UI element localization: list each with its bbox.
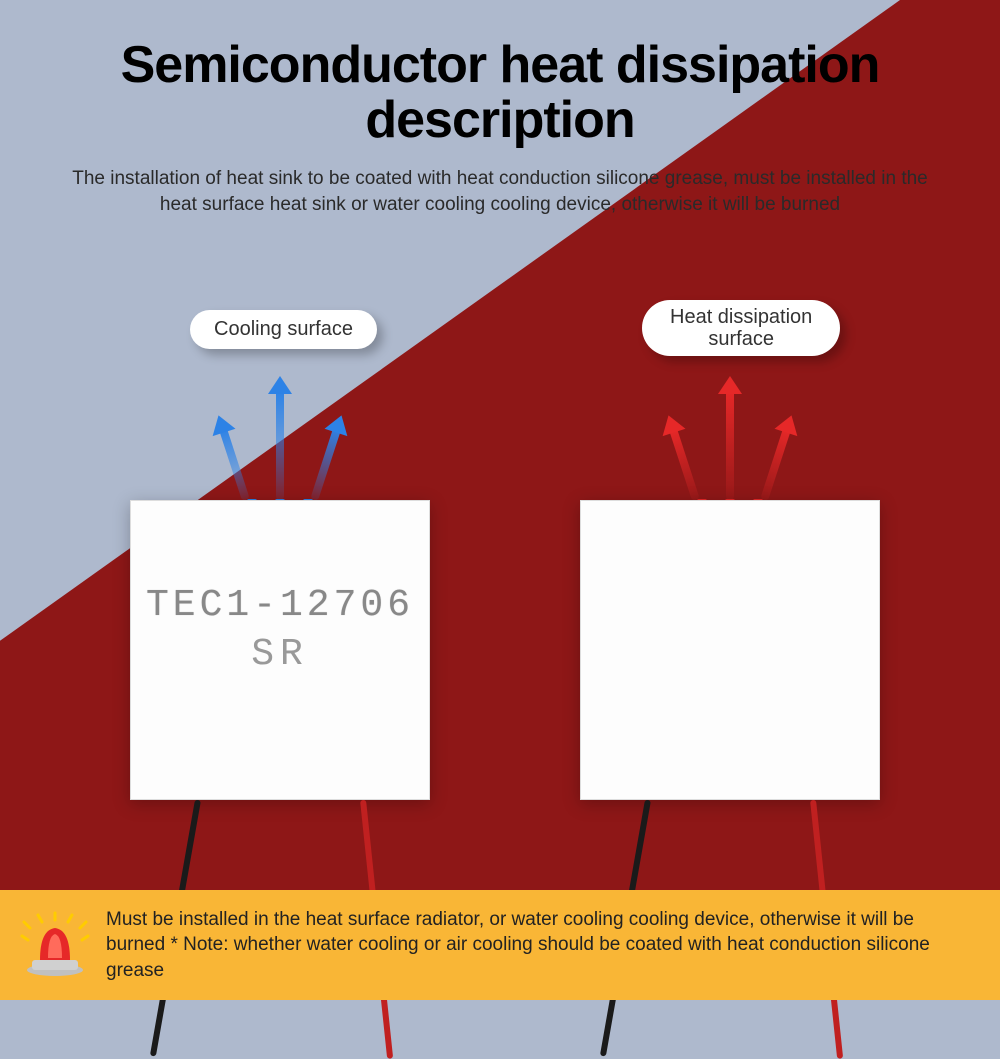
cold-arrows-icon bbox=[200, 370, 360, 500]
chip-brand: SR bbox=[251, 633, 309, 676]
hot-arrows-icon bbox=[650, 370, 810, 500]
alarm-icon bbox=[20, 910, 90, 980]
heat-dissipation-label: Heat dissipation surface bbox=[642, 300, 840, 356]
warning-bar: Must be installed in the heat surface ra… bbox=[0, 890, 1000, 1000]
peltier-chip-hot-side bbox=[580, 500, 880, 800]
title-line-1: Semiconductor heat dissipation bbox=[0, 38, 1000, 93]
chip-model: TEC1-12706 bbox=[146, 581, 414, 630]
peltier-chip-cold-side: TEC1-12706 SR bbox=[130, 500, 430, 800]
title-line-2: description bbox=[0, 93, 1000, 148]
cooling-surface-label: Cooling surface bbox=[190, 310, 377, 349]
chip-marking: TEC1-12706 SR bbox=[131, 581, 429, 680]
page-title: Semiconductor heat dissipation descripti… bbox=[0, 38, 1000, 147]
warning-text: Must be installed in the heat surface ra… bbox=[106, 907, 960, 984]
subtitle-text: The installation of heat sink to be coat… bbox=[60, 166, 940, 217]
